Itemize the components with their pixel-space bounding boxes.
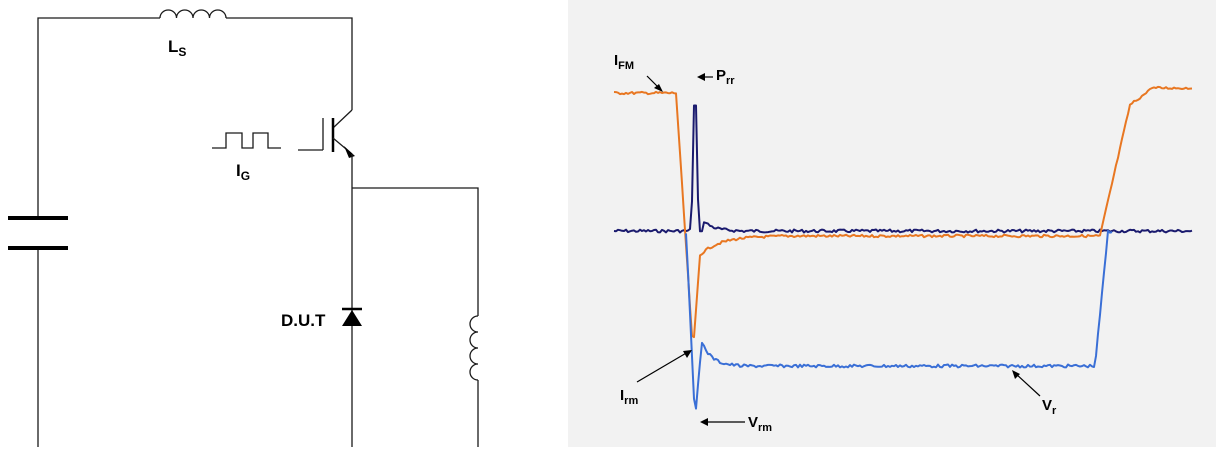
current-trace <box>613 85 1193 339</box>
inductor-ls-icon <box>159 9 227 19</box>
irm-label: Irm <box>620 387 638 407</box>
vr-label: Vr <box>1042 397 1057 417</box>
waveform-background <box>568 0 1216 447</box>
ifm-label: IFM <box>614 52 634 72</box>
voltage-trace <box>685 229 1113 410</box>
waveform-panel: IFM Prr Irm Vrm Vr <box>568 0 1216 447</box>
wire-left-loop <box>37 17 353 447</box>
diode-dut-icon <box>342 307 362 326</box>
dut-label: D.U.T <box>281 311 326 330</box>
test-circuit: LS IG D.U.T <box>8 9 479 447</box>
capacitor-icon <box>8 216 68 250</box>
inductor-ls-label: LS <box>168 37 186 59</box>
gate-pulse-icon <box>212 132 281 149</box>
load-inductor-icon <box>469 315 479 381</box>
prr-label: Prr <box>716 67 735 87</box>
vrm-label: Vrm <box>748 414 772 434</box>
igbt-switch-icon <box>298 109 355 188</box>
vr-arrow <box>1014 372 1041 397</box>
power-trace <box>613 104 1193 234</box>
wire-load-loop <box>352 187 479 447</box>
irm-arrow <box>636 351 689 383</box>
gate-current-label: IG <box>236 161 250 183</box>
